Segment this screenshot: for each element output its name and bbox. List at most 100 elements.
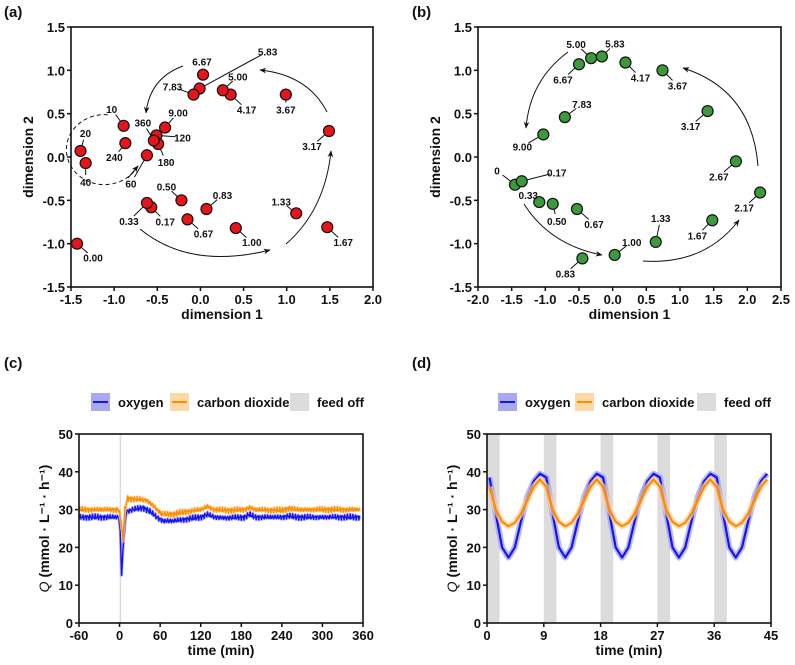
data-point: 0.50 (546, 197, 567, 228)
point-marker (595, 50, 608, 63)
x-tick-label: 1.5 (705, 292, 723, 307)
data-point: 10 (106, 105, 130, 132)
point-label: 0.83 (556, 269, 576, 280)
x-tick-label: -2.0 (467, 292, 489, 307)
legend-item-oxygen: oxygen (498, 393, 571, 411)
y-tick-label: -1.5 (43, 280, 65, 295)
data-point: 1.00 (229, 221, 262, 249)
point-label: 60 (125, 179, 137, 190)
y-axis-symbol: Q (36, 581, 52, 592)
y-tick-label: 0 (66, 616, 73, 631)
data-point: 20 (74, 129, 92, 158)
data-point: 360 (134, 119, 160, 147)
y-tick-label: -0.5 (450, 193, 472, 208)
data-point: 5.83 (595, 39, 625, 63)
point-label: 10 (106, 105, 118, 116)
data-point: 1.33 (649, 214, 671, 249)
y-axis-units: (mmol · L⁻¹ · h⁻¹) (36, 465, 52, 578)
data-point: 0.00 (70, 237, 103, 265)
point-label: 0.67 (194, 229, 214, 240)
point-marker (619, 56, 632, 69)
x-tick-label: -60 (70, 628, 89, 643)
data-point: 0.33 (119, 196, 154, 228)
point-marker (572, 58, 586, 71)
point-label: 6.67 (553, 75, 573, 86)
x-tick-label: 2.0 (738, 292, 756, 307)
data-point: 0.17 (515, 168, 567, 188)
point-marker (200, 202, 213, 216)
y-tick-label: 40 (59, 465, 73, 480)
x-tick-label: -0.5 (146, 292, 168, 307)
x-tick-label: 0.5 (637, 292, 655, 307)
x-tick-label: 240 (271, 628, 293, 643)
legend-label: oxygen (525, 395, 571, 410)
data-point: 240 (106, 137, 132, 164)
point-label: 2.67 (709, 172, 729, 183)
data-point: 0.67 (181, 213, 214, 240)
x-tick-label: 2.0 (364, 292, 382, 307)
x-tick-label: 0.5 (235, 292, 253, 307)
panel-d: 0 9 18 27 36 45 0 10 20 30 40 50 time (min) Q (mmol · … (444, 393, 778, 658)
y-tick-label: -1.0 (43, 237, 65, 252)
plot-frame (486, 433, 772, 624)
legend-label: carbon dioxide (197, 395, 289, 410)
point-label: 0.50 (547, 217, 567, 228)
point-marker (216, 84, 229, 97)
panel-a: -1.5 -1.0 -0.5 0.0 0.5 1.0 1.5 2.0 -1.5 -1.0 -0.5 0… (20, 20, 382, 322)
y-axis-units: (mmol · L⁻¹ · h⁻¹) (444, 465, 460, 578)
point-label: 240 (106, 153, 123, 164)
data-point: 3.67 (656, 64, 688, 92)
data-point: 6.67 (553, 58, 586, 86)
data-point: 60 (125, 149, 154, 190)
point-label: 7.83 (572, 100, 592, 111)
legend-item-carbon-dioxide: carbon dioxide (575, 393, 694, 411)
y-axis-title: dimension 2 (427, 116, 443, 198)
legend-swatch (290, 393, 309, 411)
point-marker (187, 88, 200, 101)
x-tick-label: 180 (230, 628, 252, 643)
x-axis-title: dimension 1 (181, 306, 263, 322)
point-marker (70, 237, 84, 250)
point-label: 3.67 (276, 106, 296, 117)
y-tick-label: -1.0 (450, 237, 472, 252)
y-tick-label: 0.0 (47, 150, 65, 165)
data-point: 1.67 (688, 214, 719, 242)
x-tick-label: 0 (483, 628, 490, 643)
x-tick-label: 36 (707, 628, 721, 643)
y-tick-label: 30 (467, 503, 481, 518)
data-point: 0.50 (157, 182, 188, 207)
data-point: 4.17 (619, 56, 651, 85)
panel-label-a: (a) (4, 4, 22, 21)
y-tick-label: -1.5 (450, 280, 472, 295)
y-tick-label: 20 (467, 540, 481, 555)
y-tick-label: 1.0 (47, 63, 65, 78)
x-axis-title: time (min) (596, 642, 663, 658)
point-marker (196, 68, 210, 81)
x-tick-label: 120 (190, 628, 212, 643)
point-label: 0.33 (519, 191, 539, 202)
data-point: 1.67 (321, 221, 353, 249)
point-label: 6.67 (192, 58, 212, 69)
trajectory-arrows-b (523, 51, 759, 262)
point-label: 3.17 (302, 142, 322, 153)
point-label: 9.00 (168, 109, 188, 120)
y-tick-label: 40 (467, 465, 481, 480)
point-label: 0.17 (547, 168, 567, 179)
data-point: 2.67 (709, 155, 742, 183)
point-label: 1.00 (242, 238, 262, 249)
point-label: 0.33 (119, 217, 139, 228)
point-label: 4.17 (631, 74, 651, 85)
data-point: 9.00 (158, 109, 188, 134)
y-axis-title: Q (mmol · L⁻¹ · h⁻¹) (36, 465, 52, 593)
point-label: 5.83 (605, 39, 625, 50)
panel-label-b: (b) (412, 4, 431, 21)
y-tick-label: 1.5 (454, 20, 472, 35)
y-axis-title: dimension 2 (20, 116, 36, 198)
point-marker (290, 207, 303, 220)
point-label: 3.67 (668, 81, 688, 92)
point-marker (74, 144, 87, 158)
point-marker (570, 202, 584, 216)
point-marker (279, 88, 292, 101)
point-label: 20 (80, 129, 92, 140)
